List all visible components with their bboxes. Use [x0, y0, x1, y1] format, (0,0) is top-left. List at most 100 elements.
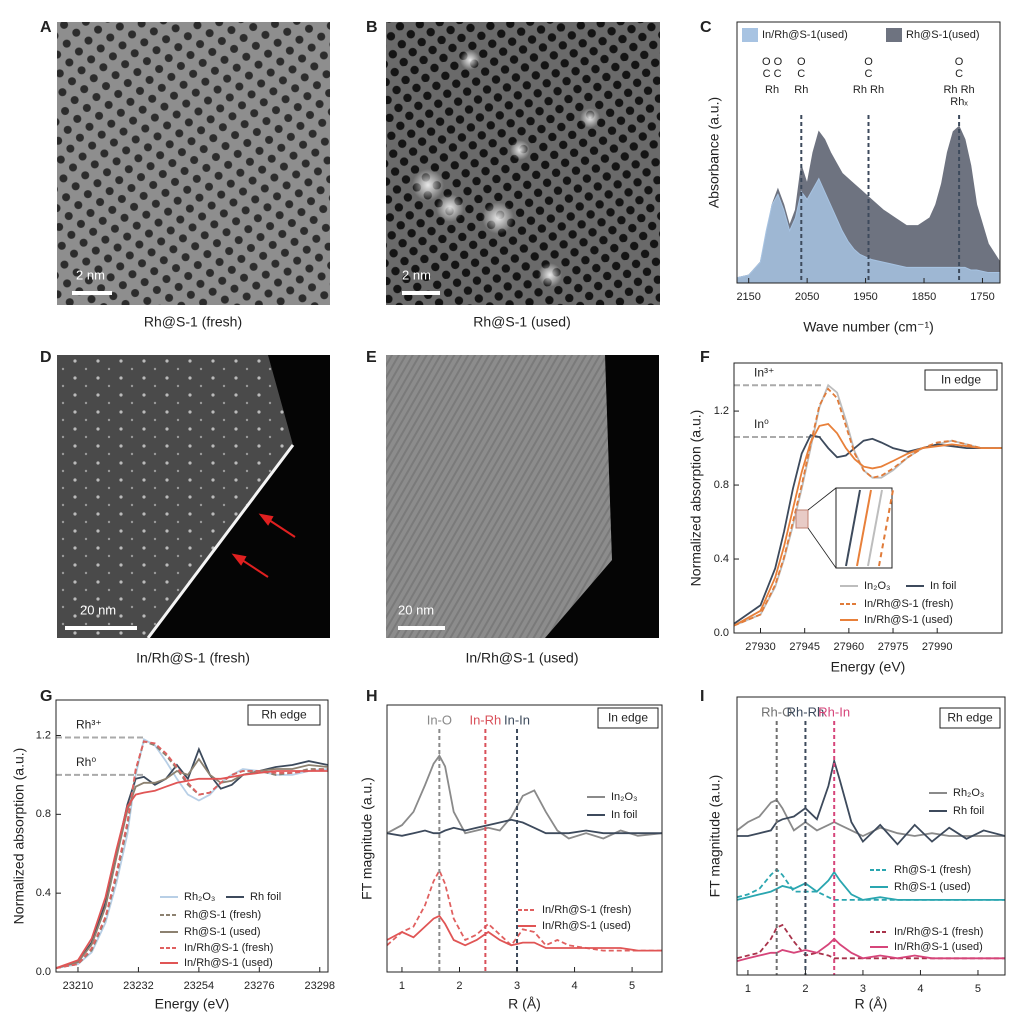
line — [733, 387, 1002, 627]
y-tick-label: 0.0 — [36, 966, 51, 978]
crystal-edge — [146, 444, 295, 639]
x-tick-label: 2 — [456, 980, 462, 992]
x-axis-label: Energy (eV) — [831, 659, 906, 675]
legend-label: In/Rh@S-1 (fresh) — [542, 904, 631, 916]
line — [736, 870, 1005, 901]
edge-tag: In edge — [608, 711, 648, 725]
panel-label: H — [366, 688, 378, 705]
legend-label: Rh@S-1 (fresh) — [184, 909, 261, 921]
scale-label: 2 nm — [402, 267, 431, 282]
reference-label: In⁰ — [754, 417, 769, 431]
inset-line — [856, 489, 872, 567]
reference-label: Rh³⁺ — [76, 718, 102, 732]
x-tick-label: 2 — [802, 983, 808, 995]
line — [736, 937, 1005, 962]
line — [55, 757, 329, 969]
annotation: C — [797, 68, 805, 80]
annotation: O — [864, 56, 873, 68]
plot-frame — [736, 21, 1001, 284]
x-tick-label: 27960 — [834, 641, 865, 653]
x-tick-label: 23210 — [63, 980, 94, 992]
line — [386, 754, 663, 840]
panel-label: A — [40, 19, 52, 36]
x-tick-label: 23232 — [123, 980, 154, 992]
panel-label: I — [700, 688, 704, 705]
legend-label: Rh@S-1 (fresh) — [894, 864, 971, 876]
chart: H In-O In-Rh In-In 1 2 3 4 5 R (Å) FT magnitude (a… — [359, 688, 663, 1012]
scale-label: 20 nm — [80, 602, 116, 617]
x-tick-label: 27930 — [745, 641, 776, 653]
inset-line — [845, 489, 861, 567]
x-axis-label: Energy (eV) — [155, 996, 230, 1012]
edge-tag-box — [924, 369, 998, 391]
caption: In/Rh@S-1 (used) — [465, 650, 578, 666]
marker-label: Rh-Rh — [787, 704, 825, 719]
edge-tag: Rh edge — [947, 711, 993, 725]
spot — [436, 194, 464, 222]
caption: In/Rh@S-1 (fresh) — [136, 650, 250, 666]
x-tick-label: 5 — [975, 983, 981, 995]
reference-label: Rh⁰ — [76, 755, 96, 769]
x-tick-label: 27990 — [922, 641, 953, 653]
x-tick-label: 1950 — [853, 291, 877, 303]
marker-label: In-In — [504, 712, 530, 727]
legend-label: Rh@S-1 (used) — [184, 926, 261, 938]
x-tick-label: 3 — [514, 980, 520, 992]
annotation: Rh — [794, 84, 808, 96]
marker-label: Rh-O — [761, 704, 792, 719]
legend-label: Rh₂O₃ — [184, 891, 215, 903]
annotation: Rh Rh — [943, 84, 974, 96]
x-axis-label: R (Å) — [508, 996, 541, 1012]
x-tick-label: 4 — [571, 980, 577, 992]
arrow-head — [231, 553, 247, 566]
annotation: O O — [762, 56, 783, 68]
chart: F In³⁺ In⁰ 27930 27945 27960 27975 27990 0.0 0.4 0… — [688, 349, 1003, 675]
annotation: O — [955, 56, 964, 68]
plot-frame — [733, 362, 1003, 634]
line — [386, 818, 662, 837]
arrow — [238, 557, 269, 578]
micrograph — [386, 22, 660, 305]
edge-tag: Rh edge — [261, 708, 307, 722]
annotation: Rhₓ — [950, 96, 968, 108]
annotation: C — [865, 68, 873, 80]
caption: Rh@S-1 (fresh) — [144, 314, 242, 330]
legend-swatch — [742, 28, 758, 42]
x-tick-label: 2050 — [795, 291, 819, 303]
chart: G Rh³⁺ Rh⁰ 23210 23232 23254 23276 23298 0.0 0.4 0… — [11, 688, 335, 1011]
y-axis-label: FT magnitude (a.u.) — [359, 777, 375, 900]
annotation: Rh — [765, 84, 779, 96]
x-tick-label: 4 — [917, 983, 923, 995]
plot-frame — [736, 696, 1006, 976]
edge-tag-box — [597, 707, 659, 729]
x-tick-label: 27945 — [789, 641, 820, 653]
panel-label: B — [366, 19, 378, 36]
y-axis-label: Absorbance (a.u.) — [706, 97, 722, 208]
x-axis-label: Wave number (cm⁻¹) — [803, 319, 934, 335]
scale-label: 2 nm — [76, 267, 105, 282]
spot — [482, 202, 514, 234]
area — [736, 177, 1001, 284]
x-tick-label: 1850 — [912, 291, 936, 303]
x-tick-label: 3 — [860, 983, 866, 995]
y-tick-label: 0.4 — [36, 887, 51, 899]
marker-label: In-O — [427, 712, 452, 727]
panel-label: C — [700, 19, 712, 36]
y-tick-label: 0.0 — [714, 627, 729, 639]
spot — [538, 263, 562, 287]
zoom-line — [807, 527, 837, 569]
caption: Rh@S-1 (used) — [473, 314, 570, 330]
legend-label: In/Rh@S-1 (used) — [864, 614, 953, 626]
annotation: Rh Rh — [853, 84, 884, 96]
micrograph — [57, 22, 330, 305]
x-tick-label: 1750 — [970, 291, 994, 303]
legend-label: In₂O₃ — [864, 580, 890, 592]
legend-label: Rh foil — [250, 891, 281, 903]
panel-label: F — [700, 349, 710, 366]
bright-spots — [412, 50, 600, 287]
spot — [580, 108, 600, 128]
legend-label: In foil — [611, 809, 637, 821]
